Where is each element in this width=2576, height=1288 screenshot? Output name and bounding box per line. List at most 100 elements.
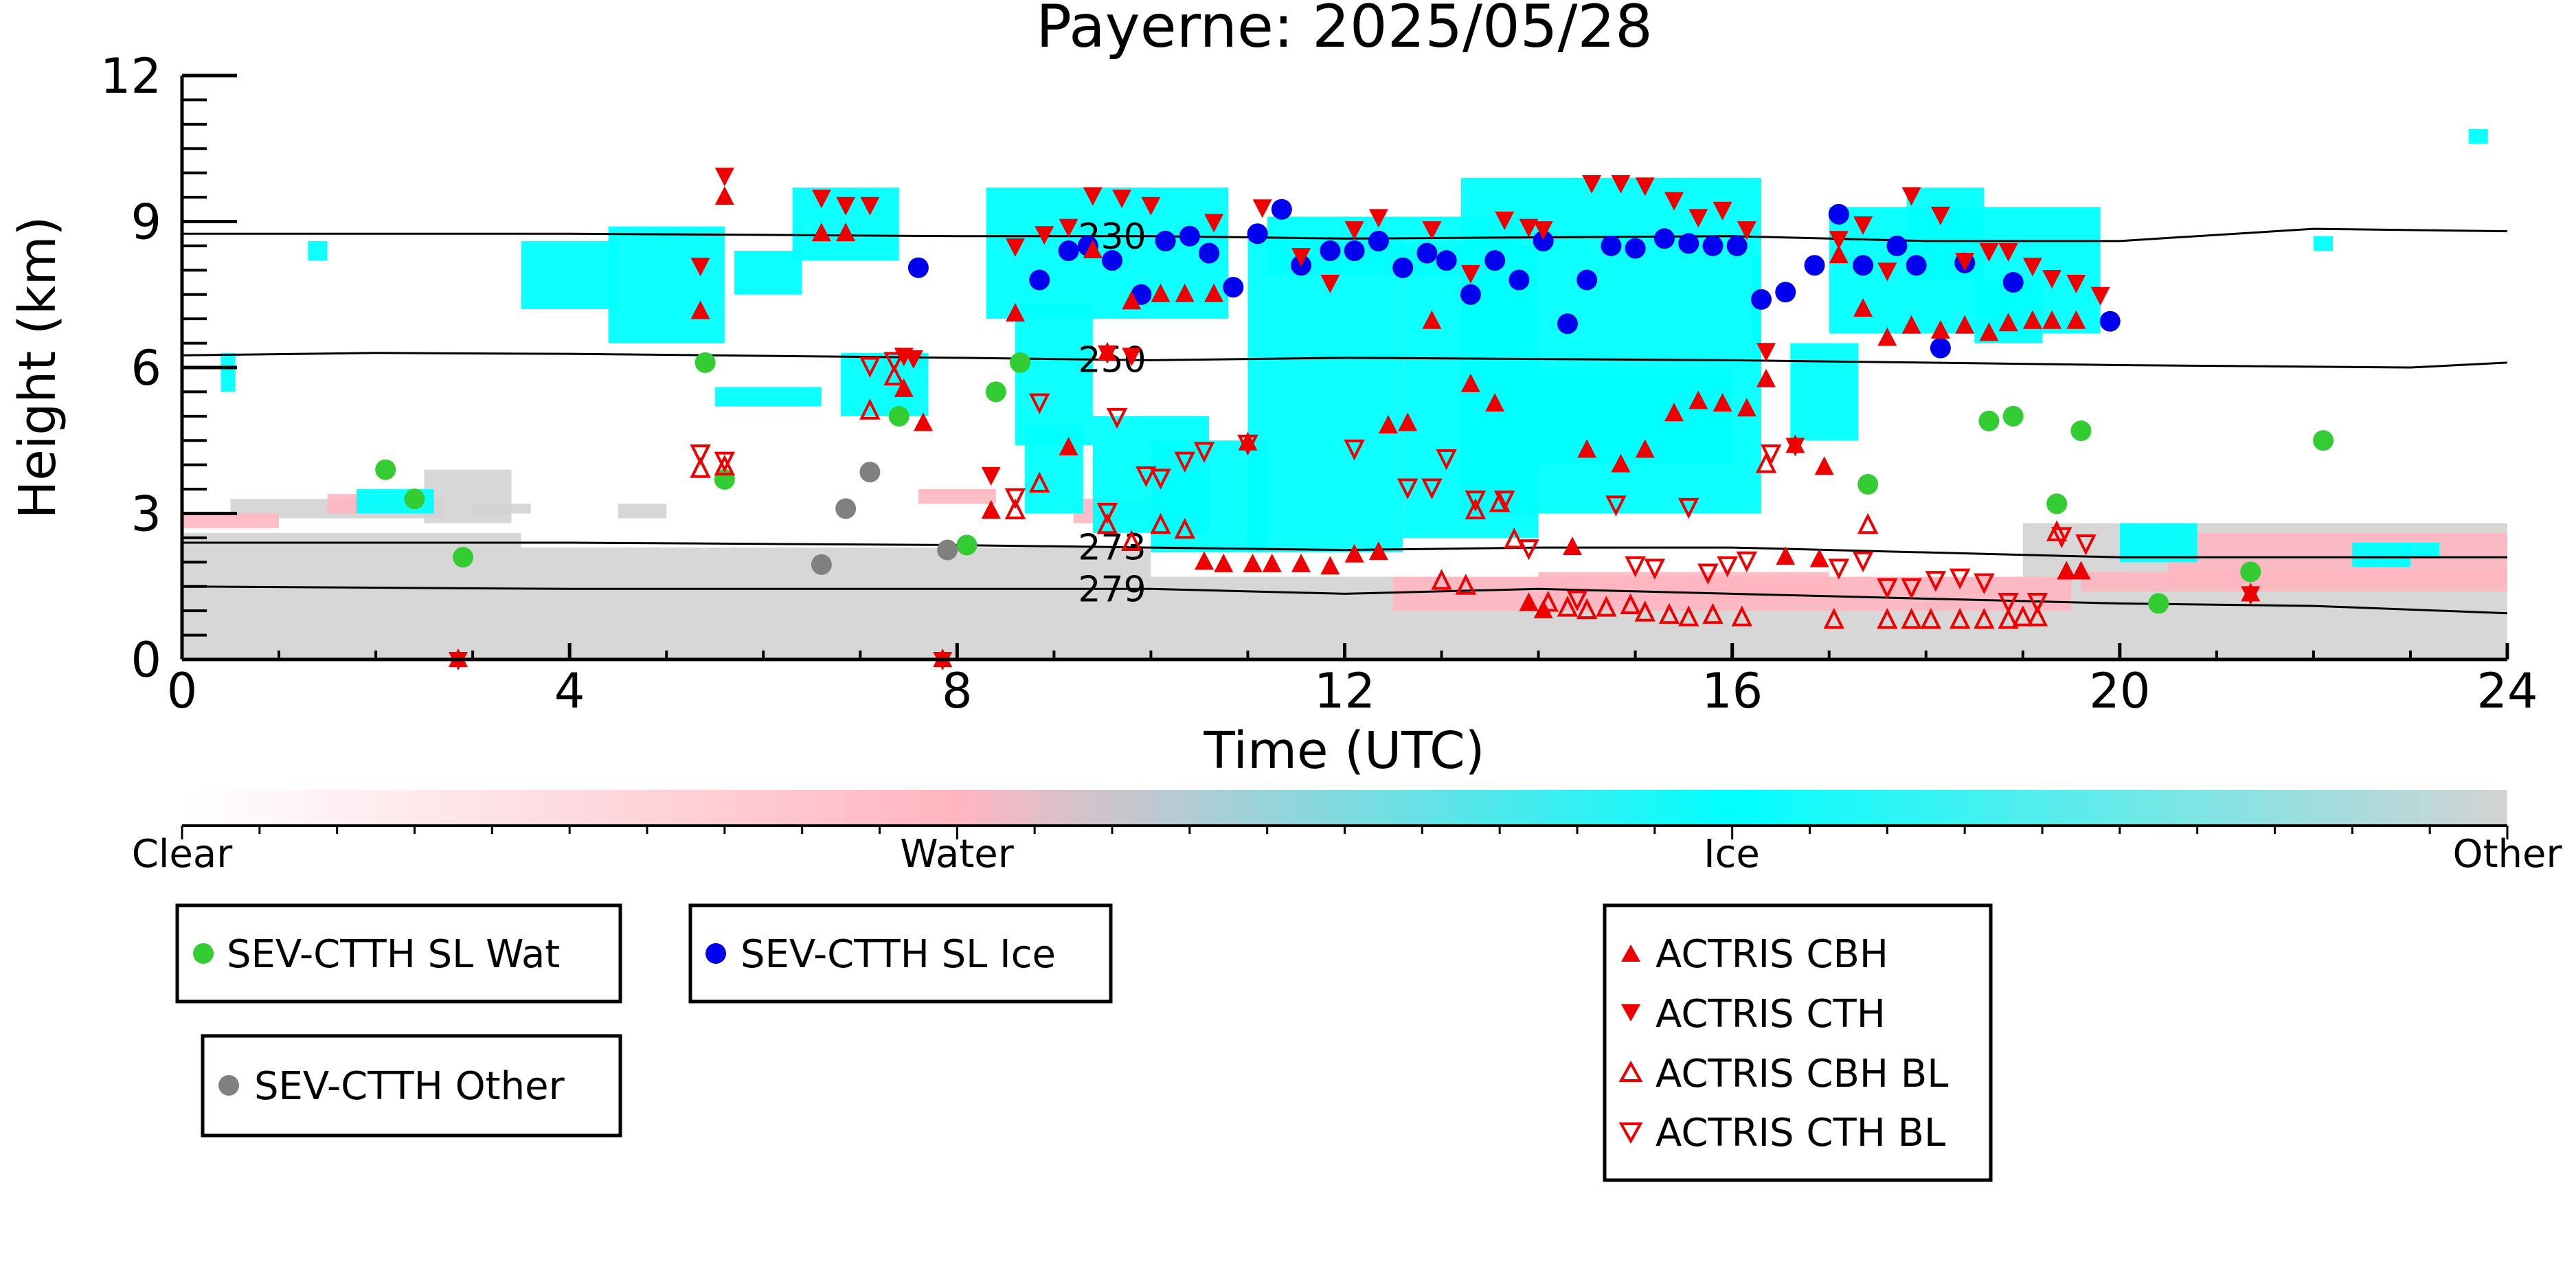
x-tick-label: 20 bbox=[2089, 663, 2150, 719]
colorbar-label-ice: Ice bbox=[1704, 832, 1760, 877]
marker-actris-cth-bl bbox=[1925, 571, 1947, 592]
colorbar-label-water: Water bbox=[900, 832, 1015, 877]
marker-sev-ctth-sl-wat bbox=[888, 405, 909, 427]
marker-actris-cth bbox=[1083, 187, 1103, 206]
marker-actris-cth-bl bbox=[1028, 393, 1050, 415]
marker-actris-cth-bl bbox=[1677, 497, 1699, 519]
marker-actris-cth bbox=[1664, 192, 1684, 211]
marker-actris-cth bbox=[1005, 238, 1025, 257]
colorbar-label-clear: Clear bbox=[132, 832, 233, 877]
cloud-region-other bbox=[618, 504, 667, 519]
marker-actris-cth-bl bbox=[2050, 527, 2072, 548]
marker-sev-ctth-sl-ice bbox=[1930, 337, 1951, 359]
marker-actris-cth-bl bbox=[1397, 478, 1419, 500]
marker-actris-cth bbox=[1519, 218, 1539, 238]
marker-actris-cth bbox=[2022, 258, 2042, 277]
marker-actris-cbh-bl bbox=[1557, 596, 1579, 617]
marker-actris-cth bbox=[1756, 343, 1776, 362]
legend-label-actris-cbh-bl: ACTRIS CBH BL bbox=[1656, 1052, 1948, 1096]
marker-actris-cth bbox=[1785, 438, 1805, 457]
isotherm-lines bbox=[182, 227, 2507, 615]
marker-actris-cbh-bl bbox=[1974, 607, 1995, 629]
marker-sev-ctth-sl-wat bbox=[1857, 474, 1879, 495]
marker-actris-cbh-bl bbox=[1949, 607, 1971, 629]
marker-actris-cth-bl bbox=[1760, 444, 1782, 466]
marker-actris-cbh bbox=[1519, 592, 1539, 611]
marker-actris-cth bbox=[1460, 264, 1480, 284]
marker-actris-cbh-bl bbox=[1702, 602, 1724, 624]
marker-sev-ctth-sl-ice bbox=[1853, 255, 1874, 276]
marker-actris-cth bbox=[2241, 586, 2261, 605]
marker-actris-cth-bl bbox=[1974, 573, 1995, 595]
chart-title: Payerne: 2025/05/28 bbox=[1036, 0, 1653, 61]
legend-label-actris-cbh: ACTRIS CBH bbox=[1656, 932, 1888, 977]
marker-actris-cbh bbox=[1829, 245, 1849, 264]
marker-actris-cbh bbox=[1083, 240, 1103, 258]
x-axis-label: Time (UTC) bbox=[1203, 721, 1484, 780]
marker-actris-cbh bbox=[1737, 398, 1756, 417]
marker-sev-ctth-sl-wat bbox=[2240, 561, 2261, 583]
marker-actris-cbh-bl bbox=[1634, 600, 1656, 622]
marker-actris-cbh bbox=[836, 223, 856, 242]
marker-actris-cth bbox=[1122, 348, 1142, 367]
legend-label-actris-cth: ACTRIS CTH bbox=[1656, 992, 1886, 1037]
marker-sev-ctth-sl-wat bbox=[404, 488, 425, 510]
marker-actris-cbh bbox=[1955, 315, 1975, 334]
y-tick-label: 12 bbox=[100, 48, 161, 104]
marker-sev-ctth-sl-ice bbox=[1199, 242, 1220, 264]
cloud-region-other bbox=[424, 469, 512, 523]
marker-actris-cth-bl bbox=[1852, 551, 1874, 573]
marker-actris-cbh bbox=[1814, 456, 1834, 475]
legend-label-sev-other: SEV-CTTH Other bbox=[254, 1064, 565, 1109]
marker-actris-cth-bl bbox=[859, 357, 881, 378]
marker-sev-ctth-sl-ice bbox=[1557, 313, 1578, 335]
cloud-region-ice bbox=[1015, 304, 1093, 446]
marker-actris-cbh bbox=[1194, 551, 1214, 570]
marker-sev-ctth-sl-ice bbox=[1906, 255, 1927, 276]
cloud-region-water bbox=[918, 489, 996, 504]
marker-actris-cbh-bl bbox=[1174, 517, 1196, 539]
marker-actris-cth bbox=[1737, 221, 1756, 240]
marker-actris-cbh bbox=[2071, 561, 2091, 580]
x-tick-label: 16 bbox=[1702, 663, 1763, 719]
x-tick-label: 0 bbox=[167, 663, 198, 719]
marker-sev-ctth-sl-wat bbox=[1978, 410, 2000, 431]
marker-sev-ctth-sl-ice bbox=[1828, 203, 1849, 225]
marker-actris-cbh bbox=[1776, 546, 1796, 565]
isotherm-line-279 bbox=[182, 585, 2507, 615]
marker-actris-cbh bbox=[1175, 283, 1195, 302]
marker-sev-ctth-sl-ice bbox=[1320, 240, 1341, 261]
cloud-region-ice bbox=[1790, 343, 1859, 441]
marker-sev-ctth-sl-ice bbox=[1460, 284, 1481, 305]
legend-other-circle-icon bbox=[218, 1075, 239, 1096]
marker-actris-cth bbox=[1141, 196, 1161, 216]
marker-actris-cth bbox=[1422, 221, 1442, 240]
marker-actris-cth-bl bbox=[1736, 551, 1758, 573]
marker-actris-cbh-bl bbox=[1489, 490, 1511, 512]
marker-actris-cbh-bl bbox=[1537, 591, 1559, 612]
marker-actris-cth-bl bbox=[1421, 478, 1443, 500]
marker-actris-cbh bbox=[1122, 291, 1142, 310]
marker-actris-cbh-bl bbox=[1431, 569, 1452, 590]
marker-actris-cbh-bl bbox=[1998, 607, 2019, 629]
marker-actris-cbh bbox=[1398, 412, 1418, 431]
marker-actris-cth bbox=[1998, 243, 2018, 262]
marker-actris-cth-bl bbox=[1465, 490, 1487, 512]
marker-actris-cbh bbox=[1853, 298, 1873, 317]
marker-actris-cbh-bl bbox=[1731, 605, 1753, 626]
marker-actris-cbh-bl bbox=[1028, 471, 1050, 493]
cloud-region-ice bbox=[2352, 543, 2410, 567]
marker-sev-ctth-sl-ice bbox=[1750, 289, 1772, 310]
marker-actris-cbh bbox=[1979, 322, 1999, 341]
cloud-region-ice bbox=[2313, 236, 2334, 251]
marker-actris-cbh-bl bbox=[2026, 605, 2048, 626]
marker-actris-cth-bl bbox=[1877, 578, 1898, 600]
marker-sev-ctth-sl-ice bbox=[1223, 277, 1244, 298]
marker-actris-cbh bbox=[1713, 393, 1732, 412]
marker-actris-cth-bl bbox=[1237, 434, 1258, 456]
marker-sev-ctth-sl-ice bbox=[1368, 230, 1389, 251]
marker-actris-cbh-bl bbox=[1620, 593, 1641, 615]
marker-sev-ctth-sl-wat bbox=[694, 352, 716, 373]
marker-actris-cbh bbox=[1611, 453, 1631, 473]
